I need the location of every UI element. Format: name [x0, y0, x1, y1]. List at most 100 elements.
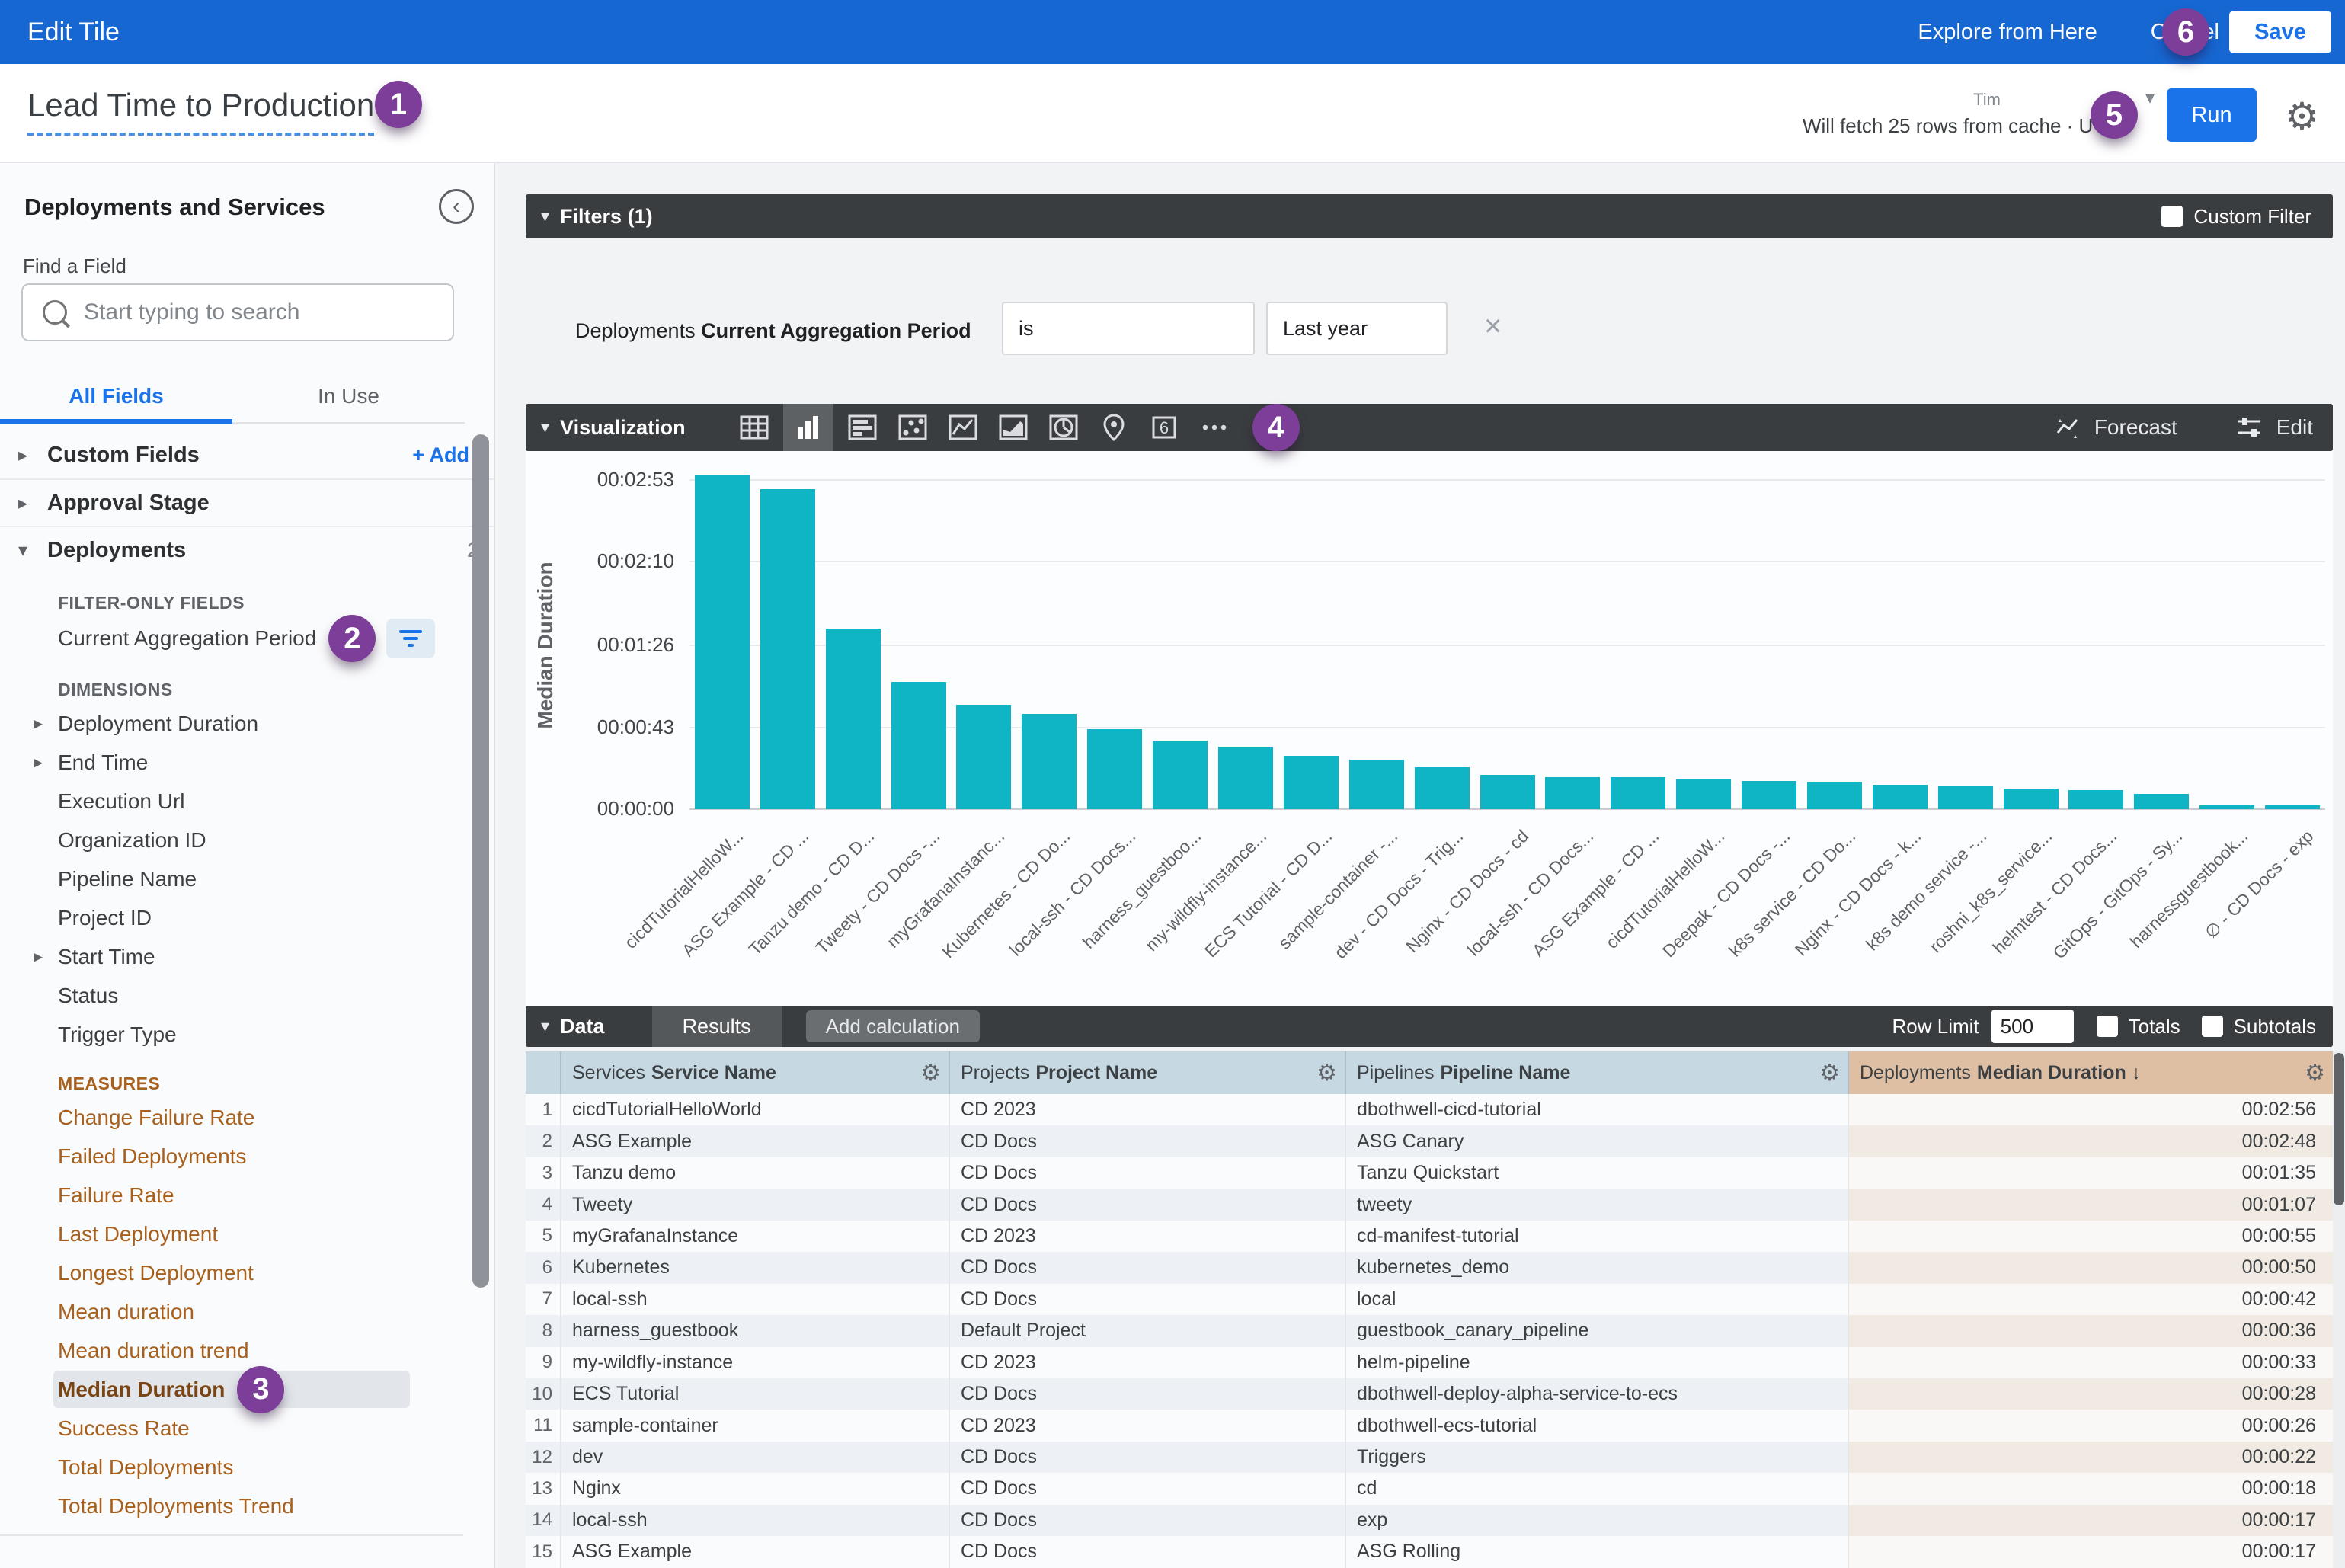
bar-cicdTutorialHelloW...[interactable]	[1676, 779, 1732, 809]
bar-harness_guestboo...[interactable]	[1153, 741, 1208, 809]
field-item-pipeline-name[interactable]: Pipeline Name	[0, 859, 494, 898]
visualization-section-bar[interactable]: ▾ Visualization 6 4 Forecast Edit	[526, 404, 2333, 451]
column-header-median-duration[interactable]: Deployments Median Duration ↓ ⚙	[1849, 1051, 2333, 1094]
column-gear-icon[interactable]: ⚙	[1316, 1060, 1337, 1086]
tab-all-fields[interactable]: All Fields	[0, 375, 232, 424]
field-item-median-duration[interactable]: Median Duration 3	[0, 1365, 494, 1413]
collapse-sidebar-icon[interactable]: ‹	[439, 189, 474, 224]
table-row[interactable]: 1 cicdTutorialHelloWorld CD 2023 dbothwell-…	[526, 1094, 2333, 1126]
table-row[interactable]: 2 ASG Example CD Docs ASG Canary 00:02:48	[526, 1125, 2333, 1157]
results-tab[interactable]: Results	[651, 1006, 782, 1047]
totals-checkbox[interactable]	[2096, 1016, 2118, 1037]
bar-myGrafanaInstanc...[interactable]	[956, 704, 1012, 809]
bar-Kubernetes - CD Do...[interactable]	[1022, 714, 1077, 809]
explore-from-here-link[interactable]: Explore from Here	[1918, 19, 2097, 44]
table-row[interactable]: 4 Tweety CD Docs tweety 00:01:07	[526, 1189, 2333, 1221]
sidebar-scrollbar[interactable]	[472, 434, 489, 1288]
bar-Tweety - CD Docs -...[interactable]	[891, 681, 946, 809]
table-viz-icon[interactable]	[733, 404, 776, 451]
field-group-custom-fields[interactable]: ▸ Custom Fields + Add	[0, 431, 494, 478]
table-scrollbar[interactable]	[2333, 1051, 2345, 1568]
field-group-deployments[interactable]: ▾Deployments2	[0, 526, 494, 573]
bar-Nginx - CD Docs - k...[interactable]	[1872, 784, 1928, 809]
bar-local-ssh - CD Docs...[interactable]	[1545, 776, 1601, 809]
table-row[interactable]: 13 Nginx CD Docs cd 00:00:18	[526, 1473, 2333, 1505]
data-section-bar[interactable]: ▾ Data Results Add calculation Row Limit…	[526, 1006, 2333, 1047]
field-item-failed-deployments[interactable]: Failed Deployments	[0, 1137, 494, 1176]
field-item-last-deployment[interactable]: Last Deployment	[0, 1214, 494, 1253]
table-row[interactable]: 10 ECS Tutorial CD Docs dbothwell-deploy-al…	[526, 1378, 2333, 1410]
field-item-mean-duration-trend[interactable]: Mean duration trend	[0, 1331, 494, 1370]
bar-chart-viz-icon[interactable]	[782, 404, 833, 451]
pie-viz-icon[interactable]	[1042, 404, 1085, 451]
table-scrollbar-thumb[interactable]	[2334, 1053, 2344, 1205]
column-gear-icon[interactable]: ⚙	[920, 1060, 941, 1086]
caret-right-icon[interactable]: ▸	[34, 713, 43, 734]
table-row[interactable]: 12 dev CD Docs Triggers 00:00:22	[526, 1441, 2333, 1474]
filter-operator-select[interactable]: is	[1002, 302, 1255, 355]
field-item-longest-deployment[interactable]: Longest Deployment	[0, 1253, 494, 1292]
line-viz-icon[interactable]	[942, 404, 984, 451]
map-pin-viz-icon[interactable]	[1093, 404, 1135, 451]
tab-in-use[interactable]: In Use	[318, 384, 379, 408]
add-custom-field-link[interactable]: + Add	[412, 443, 469, 466]
caret-down-icon[interactable]: ▾	[18, 539, 28, 561]
bar-helmtest - CD Docs...[interactable]	[2068, 790, 2124, 809]
table-row[interactable]: 14 local-ssh CD Docs exp 00:00:17	[526, 1504, 2333, 1537]
column-header-service-name[interactable]: Services Service Name ⚙	[561, 1051, 950, 1094]
field-item-total-deployments[interactable]: Total Deployments	[0, 1448, 494, 1486]
bar-k8s demo service -...[interactable]	[1937, 786, 1993, 809]
bar-ECS Tutorial - CD D...[interactable]	[1283, 756, 1339, 809]
bar-Deepak - CD Docs -...[interactable]	[1742, 780, 1797, 809]
bar-k8s service - CD Do...[interactable]	[1806, 782, 1862, 809]
column-header-project-name[interactable]: Projects Project Name ⚙	[950, 1051, 1346, 1094]
field-item-trigger-type[interactable]: Trigger Type	[0, 1015, 494, 1054]
remove-filter-icon[interactable]: ×	[1484, 309, 1502, 343]
save-button[interactable]: Save	[2229, 11, 2331, 53]
field-item-current-aggregation-period[interactable]: Current Aggregation Period 2	[0, 615, 494, 662]
bar-roshni_k8s_service...[interactable]	[2003, 788, 2059, 809]
bar-ASG Example - CD ...[interactable]	[760, 489, 815, 809]
edit-viz-button[interactable]: Edit	[2276, 415, 2313, 439]
tile-title[interactable]: Lead Time to Production	[27, 87, 375, 136]
table-row[interactable]: 15 ASG Example CD Docs ASG Rolling 00:00:17	[526, 1536, 2333, 1568]
field-item-total-deployments-trend[interactable]: Total Deployments Trend	[0, 1486, 494, 1525]
row-limit-input[interactable]	[1991, 1010, 2074, 1043]
timezone-label[interactable]: Tim	[1973, 90, 2001, 109]
caret-right-icon[interactable]: ▸	[18, 492, 28, 514]
horizontal-bar-viz-icon[interactable]	[841, 404, 884, 451]
subtotals-checkbox[interactable]	[2201, 1016, 2223, 1037]
field-item-project-id[interactable]: Project ID	[0, 898, 494, 937]
column-gear-icon[interactable]: ⚙	[2305, 1060, 2325, 1086]
table-row[interactable]: 8 harness_guestbook Default Project guestbo…	[526, 1315, 2333, 1347]
forecast-button[interactable]: Forecast	[2094, 415, 2177, 439]
search-input[interactable]	[82, 299, 421, 326]
bar-local-ssh - CD Docs...[interactable]	[1087, 729, 1143, 809]
more-viz-icon[interactable]	[1193, 404, 1236, 451]
bar-cicdTutorialHelloW...[interactable]	[694, 474, 750, 809]
caret-right-icon[interactable]: ▸	[34, 752, 43, 773]
field-search-box[interactable]	[21, 283, 454, 341]
collapse-visualization-icon[interactable]: ▾	[541, 418, 550, 437]
bar-sample-container -...[interactable]	[1348, 760, 1404, 809]
field-item-status[interactable]: Status	[0, 976, 494, 1015]
bar-ASG Example - CD ...[interactable]	[1611, 776, 1666, 809]
table-row[interactable]: 9 my-wildfly-instance CD 2023 helm-pipeline…	[526, 1346, 2333, 1378]
bar-harnessguestbook...[interactable]	[2199, 805, 2255, 809]
caret-right-icon[interactable]: ▸	[34, 946, 43, 967]
custom-filter-checkbox[interactable]	[2161, 206, 2183, 227]
table-row[interactable]: 6 Kubernetes CD Docs kubernetes_demo 00:00:5…	[526, 1252, 2333, 1284]
bar-∅ - CD Docs - exp[interactable]	[2265, 805, 2321, 809]
add-calculation-button[interactable]: Add calculation	[805, 1010, 980, 1042]
filter-value-select[interactable]: Last year	[1266, 302, 1448, 355]
table-row[interactable]: 3 Tanzu demo CD Docs Tanzu Quickstart 00:01:…	[526, 1157, 2333, 1189]
field-group-approval-stage[interactable]: ▸ Approval Stage	[0, 478, 494, 526]
collapse-filters-icon[interactable]: ▾	[541, 206, 550, 226]
field-item-change-failure-rate[interactable]: Change Failure Rate	[0, 1098, 494, 1137]
collapse-data-icon[interactable]: ▾	[541, 1016, 550, 1035]
bar-my-wildfly-instance...[interactable]	[1217, 746, 1273, 809]
run-button[interactable]: Run	[2167, 88, 2257, 142]
field-item-deployment-duration[interactable]: ▸ Deployment Duration	[0, 704, 494, 743]
bar-GitOps - GitOps - Sy...[interactable]	[2134, 794, 2190, 809]
column-gear-icon[interactable]: ⚙	[1819, 1060, 1840, 1086]
